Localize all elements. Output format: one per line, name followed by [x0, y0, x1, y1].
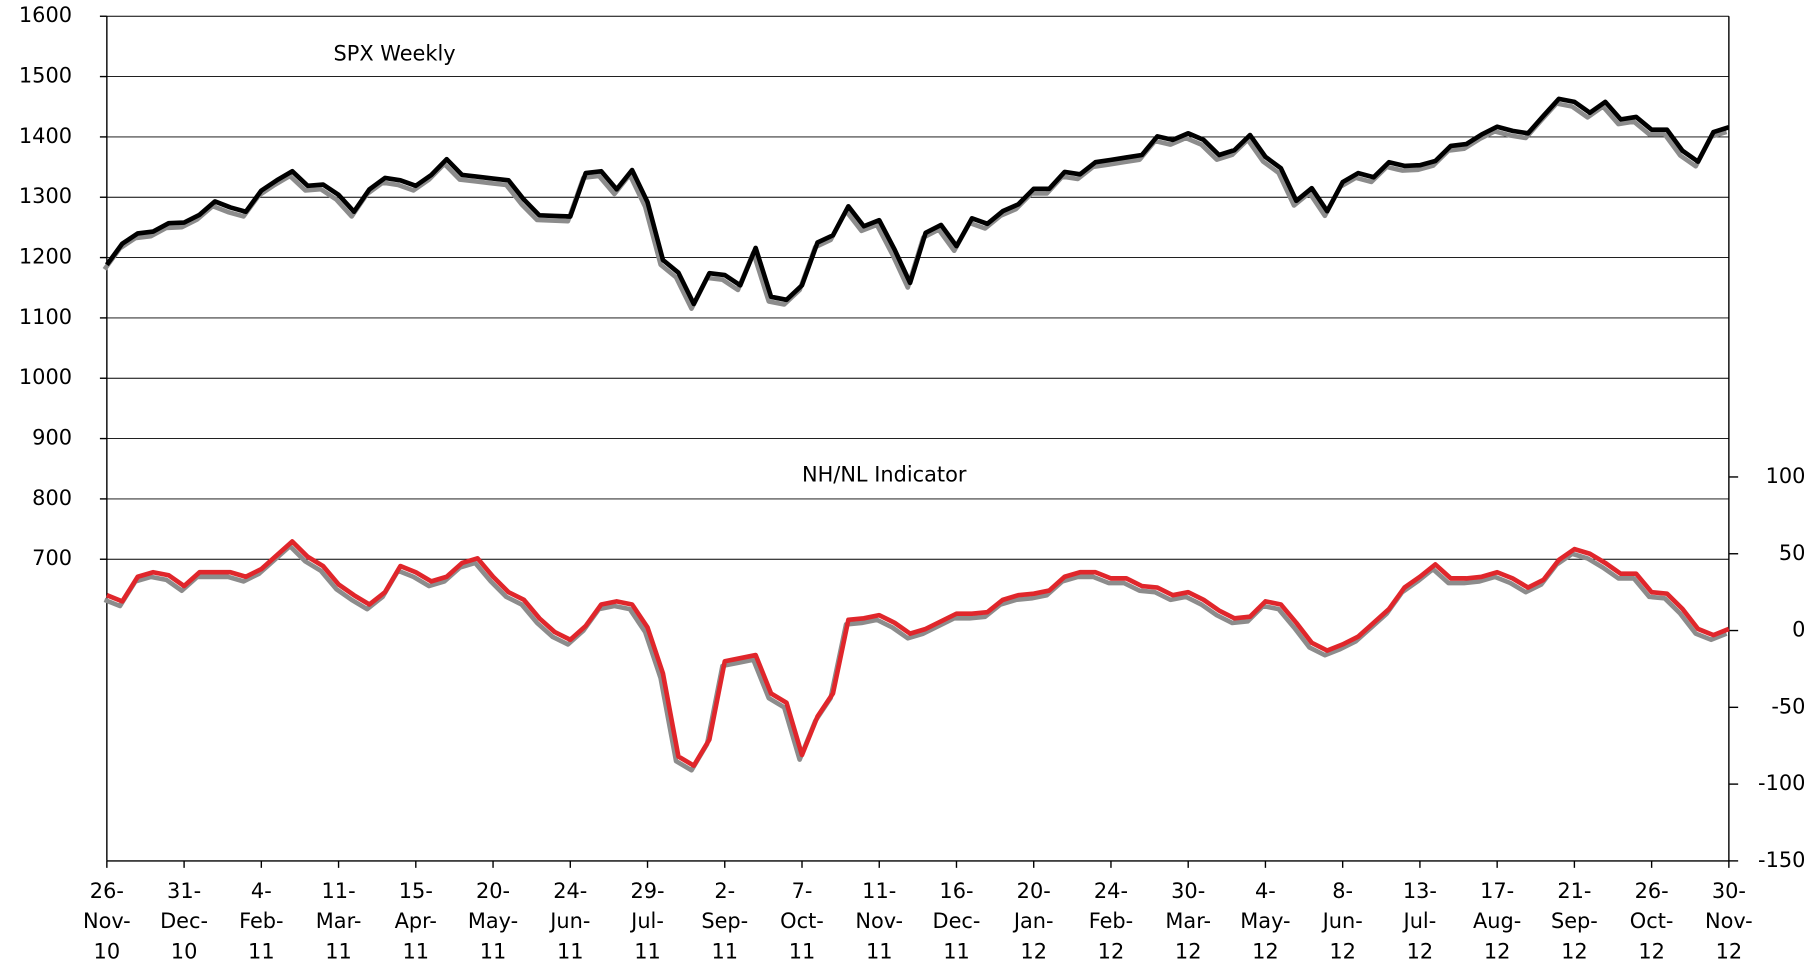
x-tick-label: 16-Dec-11	[933, 879, 981, 963]
x-tick-label: 29-Jul-11	[629, 879, 664, 963]
y2-tick-label: 100	[1766, 464, 1806, 488]
x-tick-label: 26-Nov-10	[83, 879, 131, 963]
series-group	[102, 96, 1730, 311]
x-tick-label: 26-Oct-12	[1630, 879, 1674, 963]
x-tick-label: 8-Jun-12	[1321, 879, 1363, 963]
x-tick-label: 21-Sep-12	[1551, 879, 1598, 963]
line	[104, 96, 1730, 307]
x-tick-label: 11-Nov-11	[855, 879, 903, 963]
annotation: NH/NL Indicator	[802, 463, 967, 487]
x-tick-label: 30-Mar-12	[1165, 879, 1211, 963]
x-tick-label: 31-Dec-10	[160, 879, 208, 963]
x-tick-label: 11-Mar-11	[316, 879, 362, 963]
line-shadow	[103, 543, 1728, 773]
y2-tick-label: 50	[1779, 541, 1806, 565]
y-tick-label: 1400	[19, 124, 72, 148]
x-tick-label: 13-Jul-12	[1402, 879, 1437, 963]
y2-tick-label: -50	[1771, 694, 1805, 718]
y2-tick-label: -100	[1758, 771, 1805, 795]
y-tick-label: 1500	[19, 64, 72, 88]
y-tick-label: 800	[32, 486, 72, 510]
x-tick-label: 30-Nov-12	[1705, 879, 1753, 963]
x-tick-label: 2-Sep-11	[701, 879, 748, 963]
y-tick-label: 1200	[19, 245, 72, 269]
x-tick-label: 20-Jan-12	[1012, 879, 1054, 963]
y-tick-label: 900	[32, 426, 72, 450]
y-tick-label: 1600	[19, 3, 72, 27]
x-tick-label: 4-Feb-11	[239, 879, 283, 963]
x-tick-label: 24-Jun-11	[548, 879, 590, 963]
y-tick-label: 1300	[19, 184, 72, 208]
y2-tick-label: -150	[1758, 848, 1805, 872]
y-tick-label: 1100	[19, 305, 72, 329]
x-tick-label: 17-Aug-12	[1473, 879, 1521, 963]
y2-tick-label: 0	[1792, 618, 1805, 642]
y-tick-label: 1000	[19, 365, 72, 389]
x-tick-label: 20-May-11	[468, 879, 518, 963]
y-tick-label: 700	[32, 546, 72, 570]
annotation: SPX Weekly	[334, 42, 456, 66]
series-group	[103, 539, 1730, 773]
x-tick-label: 4-May-12	[1240, 879, 1290, 963]
x-tick-label: 24-Feb-12	[1089, 879, 1134, 963]
x-tick-label: 15-Apr-11	[395, 879, 437, 963]
x-tick-label: 7-Oct-11	[780, 879, 824, 963]
line	[105, 539, 1730, 768]
